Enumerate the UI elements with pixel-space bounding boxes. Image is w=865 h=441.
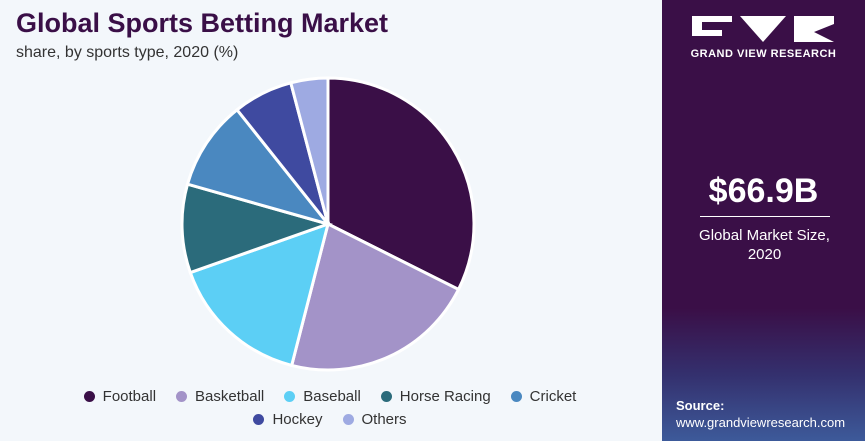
pie-slice: [288, 76, 330, 225]
legend-item: Cricket: [510, 388, 577, 405]
logo: [692, 16, 834, 42]
pie-slice: [188, 221, 331, 368]
legend-item: Baseball: [284, 388, 361, 405]
legend-item: Hockey: [253, 411, 323, 428]
legend-item: Football: [83, 388, 157, 405]
legend-marker: [253, 414, 265, 425]
market-size-label: Global Market Size, 2020: [699, 227, 830, 263]
legend-label: Football: [102, 388, 157, 405]
legend-item: Others: [342, 411, 407, 428]
chart-subtitle: share, by sports type, 2020 (%): [16, 44, 239, 61]
source-label: Source:: [676, 398, 725, 413]
legend-label: Others: [361, 411, 407, 428]
legend-marker: [83, 391, 95, 402]
market-size: $66.9B: [708, 172, 819, 210]
legend-label: Horse Racing: [399, 388, 491, 405]
legend-marker: [176, 391, 188, 402]
source-url: www.grandviewresearch.com: [676, 415, 846, 430]
legend-marker: [342, 414, 354, 425]
side-panel: GRAND VIEW RESEARCH $66.9B Global Market…: [662, 0, 865, 441]
divider: [700, 216, 830, 217]
pie-slice: [326, 76, 476, 292]
pie-slice: [180, 182, 333, 275]
legend-item: Basketball: [176, 388, 264, 405]
legend-label: Cricket: [529, 388, 577, 405]
chart: [180, 76, 476, 372]
chart-title: Global Sports Betting Market: [16, 8, 389, 38]
legend-label: Hockey: [272, 411, 323, 428]
legend: Football Basketball Baseball Horse Racing Cr…: [50, 388, 610, 428]
legend-marker: [510, 391, 522, 402]
brand: GRAND VIEW RESEARCH: [690, 48, 837, 60]
legend-marker: [284, 391, 296, 402]
legend-marker: [380, 391, 392, 402]
legend-label: Baseball: [303, 388, 361, 405]
legend-item: Horse Racing: [380, 388, 491, 405]
pie-slice: [185, 107, 333, 227]
legend-label: Basketball: [195, 388, 265, 405]
pie-slice: [289, 221, 461, 372]
